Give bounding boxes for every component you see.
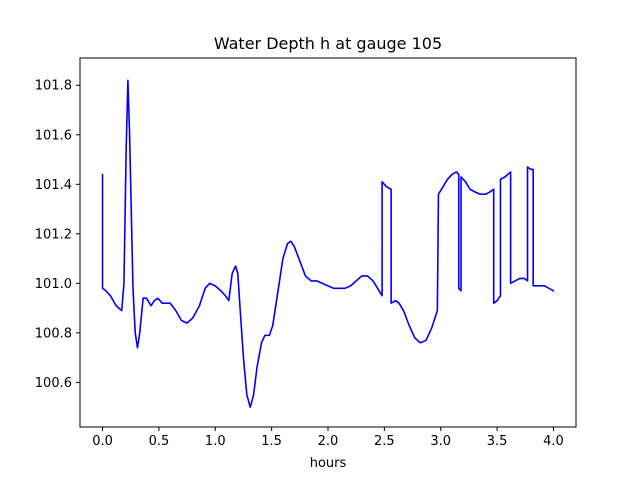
y-tick-label: 100.6 bbox=[35, 376, 72, 391]
x-tick-label: 0.0 bbox=[92, 434, 113, 449]
series-line bbox=[101, 79, 555, 408]
y-tick-label: 100.8 bbox=[35, 326, 72, 341]
y-tick-label: 101.8 bbox=[35, 79, 72, 94]
x-tick-label: 1.0 bbox=[205, 434, 226, 449]
plot-series bbox=[101, 79, 555, 408]
x-tick-label: 2.5 bbox=[374, 434, 395, 449]
axes-frame bbox=[79, 57, 577, 428]
y-tick-label: 101.0 bbox=[35, 277, 72, 292]
x-tick-label: 0.5 bbox=[149, 434, 170, 449]
y-tick-label: 101.4 bbox=[35, 178, 72, 193]
chart-title: Water Depth h at gauge 105 bbox=[214, 34, 442, 53]
x-tick-label: 3.0 bbox=[430, 434, 451, 449]
x-tick-label: 4.0 bbox=[543, 434, 564, 449]
x-tick-label: 2.0 bbox=[318, 434, 339, 449]
x-tick-label: 3.5 bbox=[487, 434, 508, 449]
x-tick-label: 1.5 bbox=[261, 434, 282, 449]
y-tick-label: 101.6 bbox=[35, 128, 72, 143]
x-axis-label: hours bbox=[310, 456, 347, 471]
axis-ticks: 0.0 0.5 1.0 1.5 2.0 2.5 3.0 3.5 4.0 100.6 100.8 101… bbox=[35, 79, 564, 449]
y-tick-label: 101.2 bbox=[35, 227, 72, 242]
